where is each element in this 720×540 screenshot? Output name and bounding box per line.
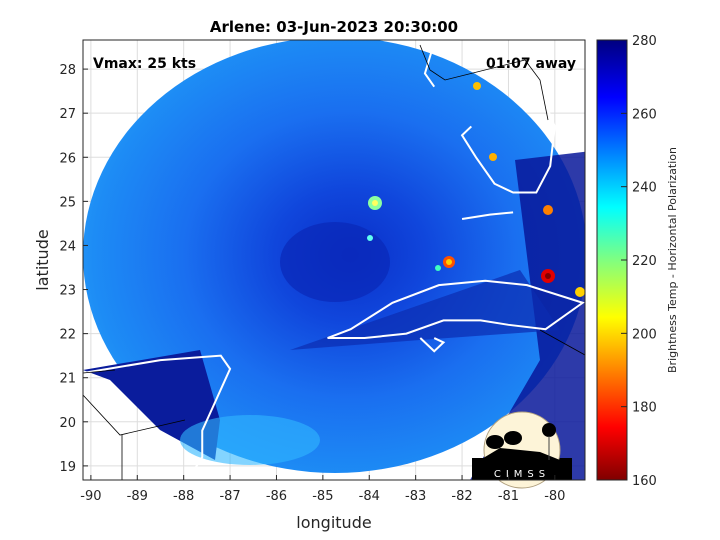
- dark-region-east: [470, 151, 585, 480]
- x-ticks: -90 -89 -88 -87 -86 -85 -84 -83 -82 -81 -80: [80, 475, 565, 504]
- chart-title: Arlene: 03-Jun-2023 20:30:00: [210, 18, 458, 36]
- cimss-logo: CIMSS: [472, 411, 572, 489]
- coastline: [460, 103, 556, 194]
- colorbar-tick-label: 280: [632, 34, 657, 49]
- x-tick-label: -88: [173, 489, 194, 504]
- colorbar-tick-label: 220: [632, 254, 657, 269]
- x-tick-label: -87: [219, 489, 240, 504]
- y-tick-label: 24: [59, 239, 76, 254]
- axes-box: [82, 39, 586, 481]
- colorbar-label: Brightness Temp - Horizontal Polarizatio…: [666, 147, 679, 373]
- brightness-image: [83, 40, 585, 480]
- coastline: [83, 354, 232, 480]
- x-tick-label: -83: [405, 489, 426, 504]
- y-tick-label: 22: [59, 328, 76, 343]
- y-tick-label: 20: [59, 416, 76, 431]
- colorbar-tick-label: 180: [632, 401, 657, 416]
- y-tick-label: 28: [59, 63, 76, 78]
- x-axis-label: longitude: [296, 513, 371, 532]
- x-tick-label: -84: [359, 489, 380, 504]
- colorbar-tick-label: 240: [632, 181, 657, 196]
- logo-text: CIMSS: [494, 469, 550, 480]
- colorbar-tick-label: 200: [632, 327, 657, 342]
- y-tick-label: 26: [59, 151, 76, 166]
- x-tick-label: -81: [498, 489, 519, 504]
- coastline: [327, 279, 585, 340]
- time-away-annotation: 01:07 away: [486, 56, 576, 72]
- coastlines: [83, 42, 585, 480]
- vmax-annotation: Vmax: 25 kts: [93, 56, 196, 72]
- x-tick-label: -90: [80, 489, 101, 504]
- x-tick-label: -82: [451, 489, 472, 504]
- colorbar-tick-label: 160: [632, 474, 657, 489]
- coastline: [461, 211, 514, 220]
- y-ticks: 19 20 21 22 23 24 25 26 27 28: [59, 63, 88, 475]
- y-tick-label: 21: [59, 372, 76, 387]
- x-tick-label: -85: [312, 489, 333, 504]
- y-tick-label: 19: [59, 460, 76, 475]
- colorbar-tick-label: 260: [632, 107, 657, 122]
- y-axis-label: latitude: [33, 229, 52, 290]
- x-tick-label: -89: [127, 489, 148, 504]
- x-tick-label: -80: [544, 489, 565, 504]
- y-tick-label: 25: [59, 195, 76, 210]
- storm-center: [280, 222, 390, 302]
- borders: [83, 44, 585, 480]
- coastline: [419, 337, 446, 353]
- y-tick-label: 27: [59, 107, 76, 122]
- colorbar-ticks: 280 260 240 220 200 180 160: [621, 34, 657, 489]
- y-tick-label: 23: [59, 284, 76, 299]
- coastline: [423, 42, 436, 88]
- x-tick-label: -86: [266, 489, 287, 504]
